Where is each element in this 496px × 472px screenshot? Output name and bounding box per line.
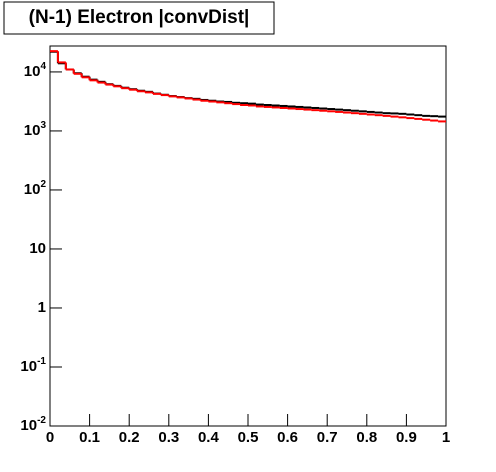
- y-tick-label: 10-2: [20, 415, 46, 434]
- x-tick-label: 0.9: [396, 429, 417, 446]
- y-tick-label: 102: [24, 179, 47, 198]
- y-tick-label: 104: [24, 61, 47, 80]
- y-tick-label: 1: [38, 299, 46, 316]
- y-tick-label: 10-1: [20, 356, 46, 375]
- y-tick-label: 103: [24, 120, 47, 139]
- x-tick-label: 0: [46, 429, 54, 446]
- x-tick-label: 0.6: [277, 429, 298, 446]
- y-tick-exponent: 2: [40, 179, 46, 190]
- y-tick-base: 10: [24, 181, 41, 198]
- x-tick-label: 1: [442, 429, 450, 446]
- x-tick-label: 0.4: [198, 429, 220, 446]
- title-box: [3, 1, 275, 35]
- y-tick-base: 10: [24, 63, 41, 80]
- x-tick-label: 0.8: [356, 429, 377, 446]
- y-tick-exponent: 4: [40, 61, 46, 72]
- y-tick-exponent: -2: [37, 415, 46, 426]
- y-tick-base: 10: [20, 417, 37, 434]
- y-tick-exponent: 3: [40, 120, 46, 131]
- chart-title: (N-1) Electron |convDist|: [29, 7, 250, 28]
- y-tick-label: 10: [29, 240, 46, 257]
- x-tick-label: 0.2: [119, 429, 140, 446]
- y-tick-base: 10: [24, 122, 41, 139]
- x-tick-label: 0.3: [158, 429, 179, 446]
- x-tick-label: 0.5: [238, 429, 259, 446]
- x-tick-label: 0.1: [79, 429, 100, 446]
- y-tick-exponent: -1: [37, 356, 46, 367]
- x-tick-label: 0.7: [317, 429, 338, 446]
- y-tick-base: 10: [20, 358, 37, 375]
